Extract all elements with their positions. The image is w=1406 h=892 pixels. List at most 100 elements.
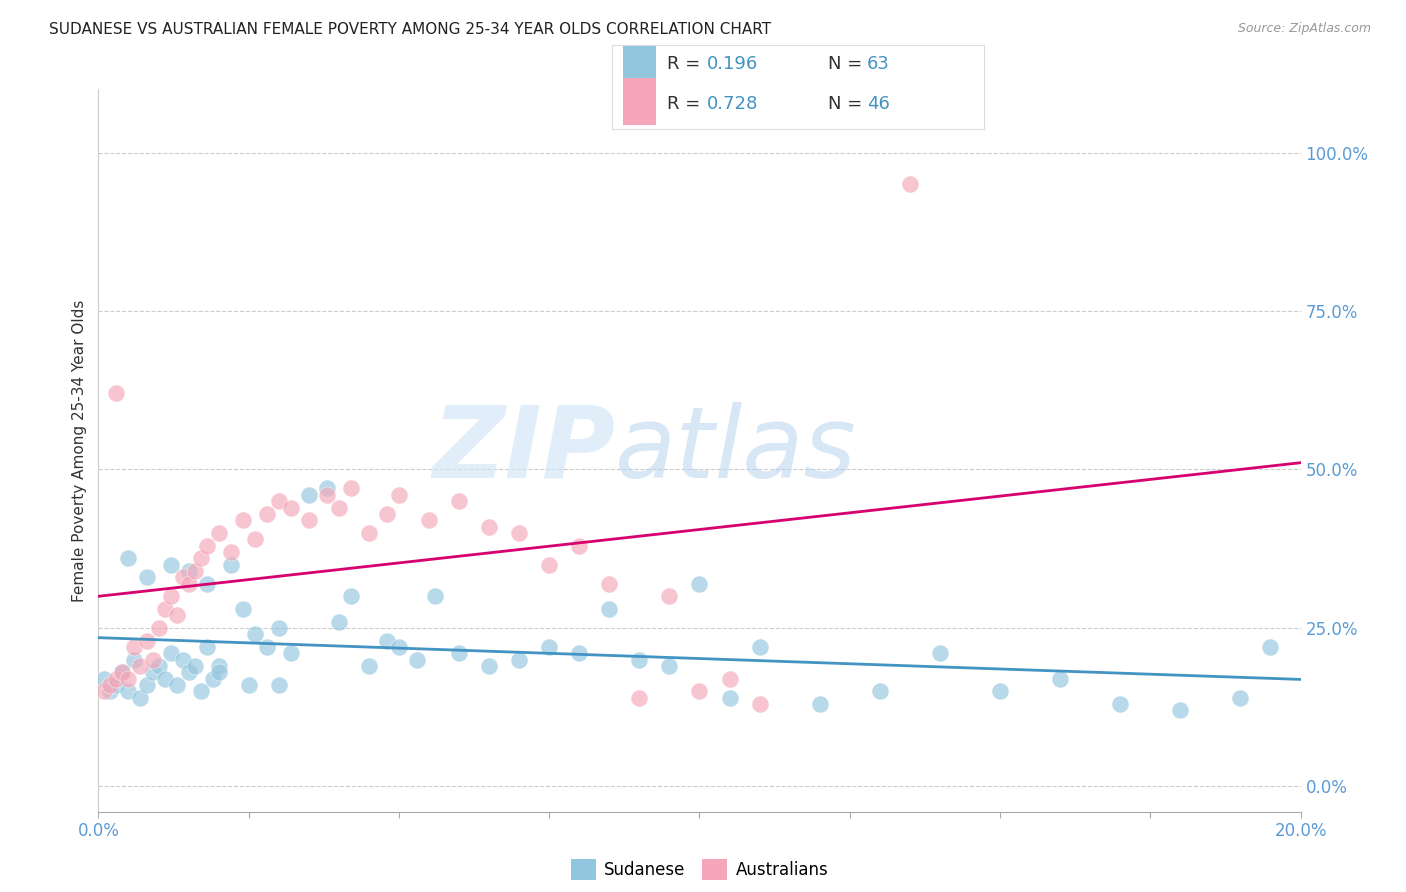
- Point: [124, 652, 146, 666]
- Point: [256, 640, 278, 654]
- Point: [568, 539, 591, 553]
- Point: [357, 525, 380, 540]
- Legend: Sudanese, Australians: Sudanese, Australians: [564, 853, 835, 887]
- Point: [658, 589, 681, 603]
- Point: [388, 488, 411, 502]
- Point: [658, 659, 681, 673]
- Point: [238, 678, 260, 692]
- Point: [111, 665, 134, 680]
- Point: [423, 589, 446, 603]
- Point: [689, 576, 711, 591]
- Point: [929, 646, 952, 660]
- Text: R =: R =: [668, 95, 706, 113]
- Point: [183, 659, 205, 673]
- Point: [208, 525, 231, 540]
- Point: [172, 652, 194, 666]
- Point: [375, 507, 398, 521]
- Point: [141, 665, 163, 680]
- Point: [111, 665, 134, 680]
- Point: [1260, 640, 1282, 654]
- Point: [141, 652, 163, 666]
- Point: [869, 684, 891, 698]
- Point: [478, 519, 501, 533]
- Point: [315, 488, 337, 502]
- Text: ZIP: ZIP: [432, 402, 616, 499]
- Point: [183, 564, 205, 578]
- Point: [418, 513, 440, 527]
- Point: [135, 633, 157, 648]
- Point: [340, 589, 363, 603]
- Text: Source: ZipAtlas.com: Source: ZipAtlas.com: [1237, 22, 1371, 36]
- Point: [298, 488, 321, 502]
- Point: [243, 532, 266, 546]
- Point: [280, 646, 302, 660]
- Point: [153, 672, 176, 686]
- Text: 0.196: 0.196: [707, 55, 758, 73]
- Point: [159, 558, 181, 572]
- Point: [508, 652, 530, 666]
- Point: [447, 646, 470, 660]
- Point: [159, 589, 181, 603]
- Point: [598, 602, 620, 616]
- Point: [478, 659, 501, 673]
- Point: [190, 551, 212, 566]
- Point: [172, 570, 194, 584]
- Text: SUDANESE VS AUSTRALIAN FEMALE POVERTY AMONG 25-34 YEAR OLDS CORRELATION CHART: SUDANESE VS AUSTRALIAN FEMALE POVERTY AM…: [49, 22, 772, 37]
- Point: [748, 640, 770, 654]
- Point: [328, 615, 350, 629]
- Point: [598, 576, 620, 591]
- Text: N =: N =: [828, 55, 868, 73]
- Point: [1170, 703, 1192, 717]
- Point: [280, 500, 302, 515]
- FancyBboxPatch shape: [623, 36, 657, 83]
- Point: [117, 551, 139, 566]
- Point: [219, 545, 242, 559]
- Point: [315, 482, 337, 496]
- Y-axis label: Female Poverty Among 25-34 Year Olds: Female Poverty Among 25-34 Year Olds: [72, 300, 87, 601]
- Text: atlas: atlas: [616, 402, 858, 499]
- FancyBboxPatch shape: [623, 78, 657, 125]
- Text: 63: 63: [868, 55, 890, 73]
- Point: [689, 684, 711, 698]
- Point: [135, 678, 157, 692]
- Point: [718, 672, 741, 686]
- Point: [267, 494, 290, 508]
- Point: [898, 178, 921, 192]
- Point: [190, 684, 212, 698]
- Point: [153, 602, 176, 616]
- Point: [129, 659, 152, 673]
- Point: [388, 640, 411, 654]
- Point: [1109, 697, 1132, 711]
- Point: [166, 608, 188, 623]
- Point: [508, 525, 530, 540]
- Point: [105, 678, 128, 692]
- Point: [117, 684, 139, 698]
- Point: [148, 621, 170, 635]
- Point: [538, 640, 561, 654]
- Point: [1229, 690, 1251, 705]
- Point: [208, 659, 231, 673]
- Point: [195, 539, 218, 553]
- Point: [232, 602, 254, 616]
- Point: [232, 513, 254, 527]
- Point: [195, 640, 218, 654]
- Point: [267, 678, 290, 692]
- Point: [177, 564, 200, 578]
- Point: [748, 697, 770, 711]
- Point: [447, 494, 470, 508]
- Point: [159, 646, 181, 660]
- Point: [177, 576, 200, 591]
- Text: 46: 46: [868, 95, 890, 113]
- Point: [105, 386, 128, 401]
- Point: [328, 500, 350, 515]
- Text: R =: R =: [668, 55, 706, 73]
- Point: [256, 507, 278, 521]
- Point: [148, 659, 170, 673]
- Point: [177, 665, 200, 680]
- Point: [988, 684, 1011, 698]
- Point: [129, 690, 152, 705]
- Point: [298, 513, 321, 527]
- Point: [538, 558, 561, 572]
- Point: [166, 678, 188, 692]
- Point: [628, 652, 651, 666]
